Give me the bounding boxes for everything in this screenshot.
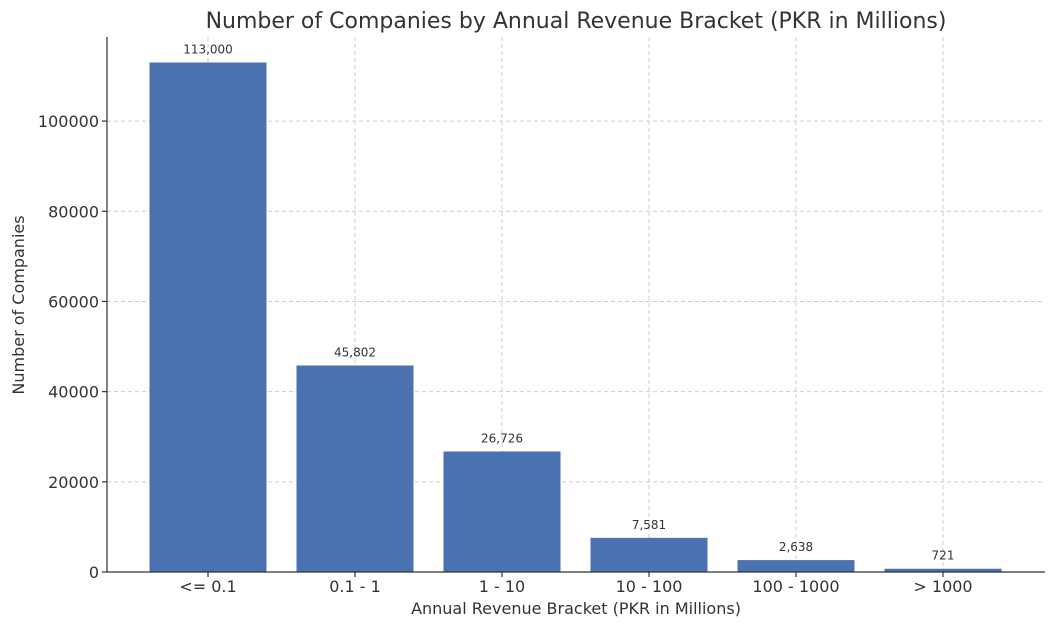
bar — [737, 560, 855, 572]
data-label: 45,802 — [334, 345, 376, 359]
data-labels: 113,000 45,802 26,726 7,581 2,638 721 — [183, 42, 954, 562]
y-tick-label: 0 — [89, 563, 99, 582]
bars — [149, 62, 1002, 572]
x-tick-label: 10 - 100 — [616, 577, 683, 596]
y-tick-label: 100000 — [38, 112, 99, 131]
x-tick-label: 100 - 1000 — [752, 577, 839, 596]
y-tick-label: 60000 — [48, 292, 99, 311]
x-axis-ticks: <= 0.1 0.1 - 1 1 - 10 10 - 100 100 - 1000 > 1… — [179, 572, 973, 596]
data-label: 721 — [932, 549, 955, 563]
data-label: 2,638 — [779, 540, 813, 554]
bar — [590, 537, 708, 572]
chart-title: Number of Companies by Annual Revenue Br… — [206, 9, 947, 34]
bar — [443, 451, 561, 572]
data-label: 7,581 — [632, 518, 666, 532]
x-tick-label: 0.1 - 1 — [329, 577, 381, 596]
y-axis-ticks: 0 20000 40000 60000 80000 100000 — [38, 112, 107, 582]
y-tick-label: 40000 — [48, 383, 99, 402]
y-tick-label: 20000 — [48, 473, 99, 492]
bar — [149, 62, 267, 572]
x-tick-label: <= 0.1 — [179, 577, 236, 596]
x-tick-label: 1 - 10 — [479, 577, 525, 596]
data-label: 26,726 — [481, 431, 523, 445]
y-tick-label: 80000 — [48, 202, 99, 221]
bar — [296, 365, 414, 572]
bar — [884, 568, 1002, 572]
data-label: 113,000 — [183, 42, 233, 56]
x-tick-label: > 1000 — [913, 577, 972, 596]
x-axis-label: Annual Revenue Bracket (PKR in Millions) — [411, 599, 741, 618]
y-axis-label: Number of Companies — [9, 215, 28, 394]
